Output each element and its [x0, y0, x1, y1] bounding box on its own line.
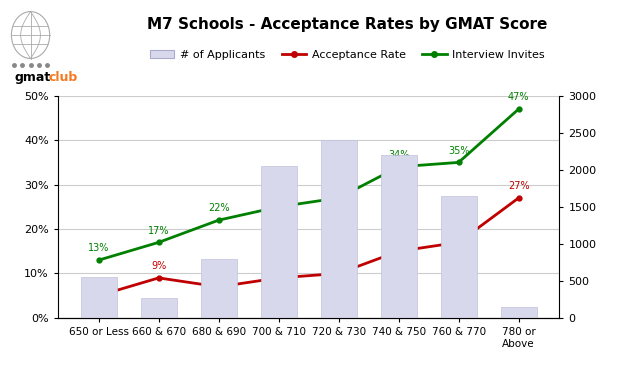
Bar — [440, 196, 476, 318]
Text: 27%: 27% — [328, 181, 349, 191]
Legend: # of Applicants, Acceptance Rate, Interview Invites: # of Applicants, Acceptance Rate, Interv… — [145, 46, 549, 65]
Text: gmat: gmat — [14, 71, 50, 84]
Text: 47%: 47% — [508, 92, 529, 102]
Text: 13%: 13% — [88, 244, 109, 254]
Bar — [201, 259, 237, 318]
Text: 9%: 9% — [151, 261, 167, 271]
Bar — [501, 307, 537, 318]
Bar — [321, 140, 357, 318]
Text: 25%: 25% — [268, 190, 289, 200]
Text: 9%: 9% — [271, 261, 286, 271]
Bar — [141, 298, 177, 318]
Text: 22%: 22% — [208, 203, 230, 213]
Bar — [381, 155, 417, 318]
Text: 17%: 17% — [448, 226, 469, 236]
Bar — [80, 277, 116, 318]
Text: M7 Schools - Acceptance Rates by GMAT Score: M7 Schools - Acceptance Rates by GMAT Sc… — [147, 17, 547, 32]
Text: club: club — [49, 71, 78, 84]
Text: 7%: 7% — [211, 270, 226, 280]
Text: 10%: 10% — [328, 257, 349, 267]
Bar — [260, 166, 296, 318]
Text: 17%: 17% — [148, 226, 169, 236]
Text: 5%: 5% — [91, 279, 106, 289]
Text: 27%: 27% — [508, 181, 529, 191]
Text: 35%: 35% — [448, 146, 469, 156]
Text: 34%: 34% — [388, 150, 410, 160]
Text: 15%: 15% — [388, 234, 410, 245]
